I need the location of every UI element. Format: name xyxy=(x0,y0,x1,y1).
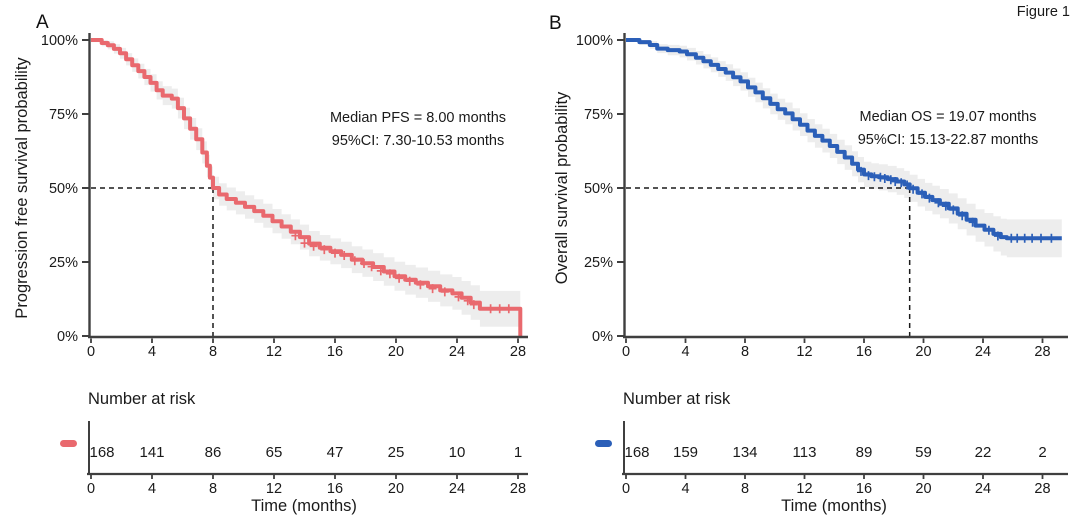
risk-x-tick-label: 16 xyxy=(327,481,343,497)
pfs-y-axis-title: Progression free survival probability xyxy=(13,57,31,319)
y-tick-label: 50% xyxy=(584,181,613,197)
number-at-risk-value: 10 xyxy=(449,444,466,461)
x-tick-label: 8 xyxy=(741,344,749,360)
pfs-confidence-band xyxy=(91,40,521,328)
os-axes: 100% 75% 50% 25% 0% 0 4 8 12 16 20 24 28 xyxy=(576,33,1068,360)
censor-plus-marks xyxy=(291,231,513,314)
os-x-axis-title: Time (months) xyxy=(781,497,887,515)
panel-b: B Overall survival probability Median OS… xyxy=(540,0,1080,520)
pfs-chart-svg: A Progression free survival probability … xyxy=(13,12,528,515)
censor-plus-marks xyxy=(857,166,1056,243)
y-tick-label: 75% xyxy=(49,107,78,123)
risk-x-tick-label: 8 xyxy=(741,481,749,497)
risk-x-tick-label: 12 xyxy=(266,481,282,497)
x-tick-label: 12 xyxy=(266,344,282,360)
x-tick-label: 24 xyxy=(449,344,465,360)
ci-band-shape xyxy=(91,40,521,328)
pfs-censor-marks xyxy=(291,231,513,314)
panel-a: A Progression free survival probability … xyxy=(13,12,528,515)
number-at-risk-value: 22 xyxy=(975,444,992,461)
risk-x-tick-label: 0 xyxy=(87,481,95,497)
risk-x-tick-label: 28 xyxy=(510,481,526,497)
panel-a-letter: A xyxy=(36,12,49,33)
x-tick-label: 20 xyxy=(915,344,931,360)
y-tick-label: 100% xyxy=(576,33,613,49)
x-tick-label: 20 xyxy=(388,344,404,360)
pfs-risk-table-title: Number at risk xyxy=(88,390,196,408)
y-tick-label: 50% xyxy=(49,181,78,197)
os-y-axis-title: Overall survival probability xyxy=(553,91,571,284)
number-at-risk-value: 1 xyxy=(514,444,522,461)
x-tick-label: 0 xyxy=(87,344,95,360)
os-survival-curve xyxy=(626,38,1062,241)
x-tick-label: 4 xyxy=(681,344,689,360)
y-tick-label: 100% xyxy=(41,33,78,49)
number-at-risk-value: 134 xyxy=(732,444,757,461)
x-tick-label: 28 xyxy=(1034,344,1050,360)
x-tick-label: 8 xyxy=(209,344,217,360)
os-median-annotation-line2: 95%CI: 15.13-22.87 months xyxy=(858,132,1039,148)
number-at-risk-value: 113 xyxy=(793,444,817,461)
os-risk-table-title: Number at risk xyxy=(623,390,731,408)
os-median-annotation-line1: Median OS = 19.07 months xyxy=(860,109,1037,125)
risk-x-tick-label: 20 xyxy=(915,481,931,497)
x-tick-label: 16 xyxy=(856,344,872,360)
y-tick-label: 75% xyxy=(584,107,613,123)
os-risk-table: 0 168 4 159 8 134 12 113 16 89 20 59 24 22 28 2 xyxy=(595,421,1068,497)
risk-x-tick-label: 16 xyxy=(856,481,872,497)
number-at-risk-value: 59 xyxy=(915,444,932,461)
os-median-dashed-lines xyxy=(626,187,911,337)
x-tick-label: 0 xyxy=(622,344,630,360)
pfs-survival-curve xyxy=(91,38,523,336)
y-tick-label: 25% xyxy=(584,255,613,271)
risk-x-tick-label: 4 xyxy=(148,481,156,497)
risk-x-tick-label: 12 xyxy=(796,481,812,497)
number-at-risk-value: 168 xyxy=(89,444,114,461)
x-tick-label: 12 xyxy=(796,344,812,360)
risk-x-tick-label: 24 xyxy=(449,481,465,497)
risk-x-tick-label: 20 xyxy=(388,481,404,497)
survival-step-line xyxy=(626,38,1062,241)
pfs-median-annotation-line2: 95%CI: 7.30-10.53 months xyxy=(332,133,505,149)
ci-band-shape xyxy=(626,40,1062,259)
risk-legend-dash xyxy=(595,440,612,447)
x-tick-label: 28 xyxy=(510,344,526,360)
os-censor-marks xyxy=(857,166,1056,243)
survival-step-line xyxy=(91,38,523,336)
risk-legend-dash xyxy=(60,440,77,447)
pfs-median-dashed-lines xyxy=(91,187,214,337)
risk-x-tick-label: 8 xyxy=(209,481,217,497)
number-at-risk-value: 65 xyxy=(266,444,283,461)
pfs-axes: 100% 75% 50% 25% 0% 0 4 8 12 16 20 24 28 xyxy=(41,33,528,360)
number-at-risk-value: 141 xyxy=(139,444,164,461)
panel-b-letter: B xyxy=(549,13,562,34)
number-at-risk-value: 89 xyxy=(856,444,873,461)
pfs-x-axis-title: Time (months) xyxy=(251,497,357,515)
pfs-risk-table: 0 168 4 141 8 86 12 65 16 47 20 25 24 10 28 1 xyxy=(60,421,528,497)
os-confidence-band xyxy=(626,40,1062,259)
os-chart-svg: B Overall survival probability Median OS… xyxy=(549,13,1068,515)
figure-label: Figure 1 xyxy=(1016,4,1070,20)
x-tick-label: 16 xyxy=(327,344,343,360)
number-at-risk-value: 159 xyxy=(673,444,698,461)
y-tick-label: 0% xyxy=(592,329,613,345)
risk-x-tick-label: 24 xyxy=(975,481,991,497)
number-at-risk-value: 2 xyxy=(1038,444,1046,461)
number-at-risk-value: 47 xyxy=(327,444,344,461)
number-at-risk-value: 86 xyxy=(205,444,222,461)
y-tick-label: 25% xyxy=(49,255,78,271)
risk-x-tick-label: 28 xyxy=(1034,481,1050,497)
pfs-median-annotation-line1: Median PFS = 8.00 months xyxy=(330,110,506,126)
x-tick-label: 4 xyxy=(148,344,156,360)
y-tick-label: 0% xyxy=(57,329,78,345)
number-at-risk-value: 25 xyxy=(388,444,405,461)
risk-x-tick-label: 0 xyxy=(622,481,630,497)
x-tick-label: 24 xyxy=(975,344,991,360)
risk-x-tick-label: 4 xyxy=(681,481,689,497)
number-at-risk-value: 168 xyxy=(624,444,649,461)
